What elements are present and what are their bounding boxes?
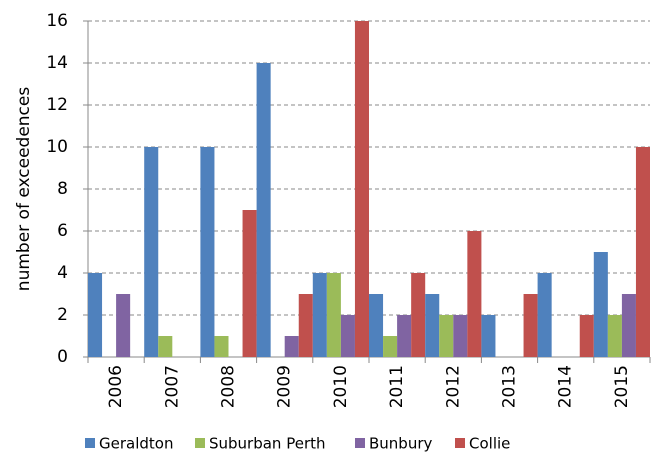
bar [200, 147, 215, 357]
bar [298, 294, 313, 357]
bar [439, 315, 454, 357]
bar [88, 273, 103, 357]
bar [537, 273, 552, 357]
x-tick-label: 2010 [331, 365, 351, 408]
y-tick-label: 0 [57, 347, 68, 367]
bar [411, 273, 426, 357]
bar [144, 147, 159, 357]
bar [593, 252, 608, 357]
y-tick-label: 2 [57, 305, 68, 325]
legend-label: Collie [469, 435, 510, 453]
bar [607, 315, 622, 357]
legend-swatch [85, 438, 95, 448]
x-tick-label: 2012 [443, 365, 463, 408]
bar [256, 63, 271, 357]
y-axis-label: number of exceedences [14, 87, 34, 292]
x-tick-label: 2008 [219, 365, 239, 408]
bar [621, 294, 636, 357]
bar [242, 210, 257, 357]
y-tick-label: 4 [57, 263, 68, 283]
bar [635, 147, 650, 357]
bar [214, 336, 229, 357]
legend-swatch [355, 438, 365, 448]
legend-label: Suburban Perth [209, 435, 326, 453]
bar [425, 294, 440, 357]
bar [284, 336, 299, 357]
bar [397, 315, 412, 357]
y-tick-label: 12 [46, 95, 68, 115]
bar [453, 315, 468, 357]
legend-label: Geraldton [99, 435, 173, 453]
legend-label: Bunbury [369, 435, 432, 453]
x-tick-label: 2007 [162, 365, 182, 408]
bar [579, 315, 594, 357]
bar [158, 336, 173, 357]
bar [523, 294, 538, 357]
legend-swatch [195, 438, 205, 448]
x-tick-label: 2011 [387, 365, 407, 408]
y-tick-label: 10 [46, 137, 68, 157]
x-tick-label: 2015 [612, 365, 632, 408]
x-tick-label: 2006 [106, 365, 126, 408]
bar [369, 294, 384, 357]
bar [481, 315, 496, 357]
x-tick-label: 2014 [556, 365, 576, 408]
bar [312, 273, 327, 357]
bar [354, 21, 369, 357]
bar [340, 315, 355, 357]
bar [383, 336, 398, 357]
bar [116, 294, 131, 357]
bar [467, 231, 482, 357]
y-tick-label: 6 [57, 221, 68, 241]
x-tick-label: 2009 [275, 365, 295, 408]
y-tick-label: 16 [46, 11, 68, 31]
y-tick-label: 8 [57, 179, 68, 199]
bar [326, 273, 341, 357]
x-tick-label: 2013 [500, 365, 520, 408]
y-tick-label: 14 [46, 53, 68, 73]
legend-swatch [455, 438, 465, 448]
